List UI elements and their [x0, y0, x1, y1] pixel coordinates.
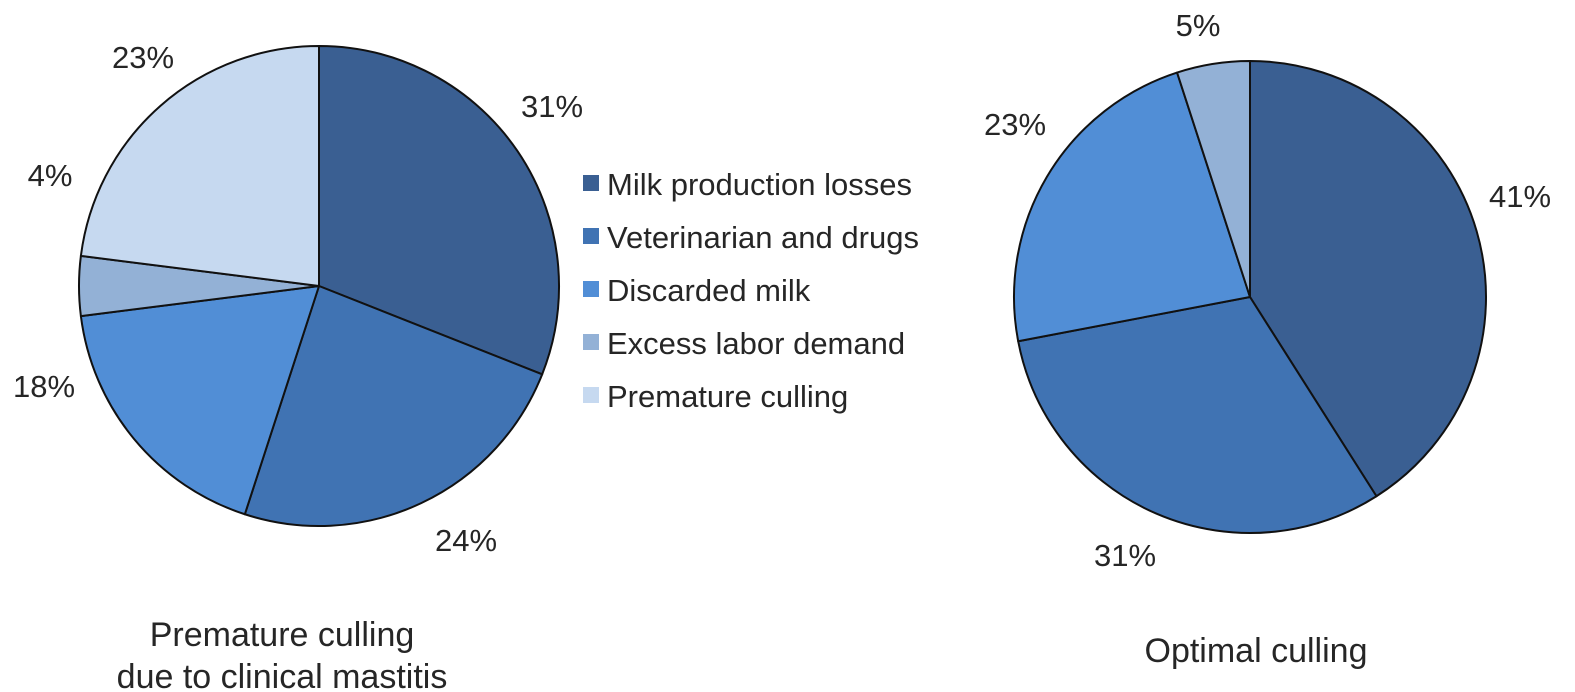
legend: Milk production losses Veterinarian and d…	[583, 167, 919, 414]
legend-swatch-excess-labor-demand	[583, 334, 599, 350]
slice-value-label: 4%	[28, 158, 73, 193]
chart-title-line: due to clinical mastitis	[117, 658, 448, 692]
legend-swatch-veterinarian-and-drugs	[583, 228, 599, 244]
legend-label-discarded-milk: Discarded milk	[607, 273, 811, 308]
slice-value-label: 31%	[1094, 538, 1156, 573]
slice-value-label: 18%	[13, 369, 75, 404]
legend-label-premature-culling: Premature culling	[607, 379, 848, 414]
chart-titles: Premature culling due to clinical mastiti…	[117, 616, 1368, 692]
pie-slice-discarded-milk	[79, 285, 320, 516]
pie-slice-veterinarian-and-drugs	[243, 285, 544, 527]
pie-chart-premature-culling: 31% 24% 18% 4% 23%	[13, 40, 583, 558]
legend-swatch-discarded-milk	[583, 281, 599, 297]
pie-slice-premature-culling	[79, 45, 320, 287]
legend-label-veterinarian-and-drugs: Veterinarian and drugs	[607, 220, 919, 255]
pie-chart-optimal-culling: 41% 31% 23% 5%	[984, 8, 1551, 573]
legend-label-milk-production-losses: Milk production losses	[607, 167, 912, 202]
slice-value-label: 23%	[984, 107, 1046, 142]
chart-title-line: Premature culling	[150, 616, 415, 654]
legend-label-excess-labor-demand: Excess labor demand	[607, 326, 905, 361]
pie-slice-excess-labor-demand	[1176, 60, 1251, 298]
slice-value-label: 5%	[1176, 8, 1221, 43]
legend-swatch-premature-culling	[583, 387, 599, 403]
slice-value-label: 31%	[521, 89, 583, 124]
slice-value-label: 24%	[435, 523, 497, 558]
legend-swatch-milk-production-losses	[583, 175, 599, 191]
pie-slice-veterinarian-and-drugs	[1017, 296, 1378, 534]
chart-title-line: Optimal culling	[1145, 632, 1368, 670]
slice-value-label: 41%	[1489, 179, 1551, 214]
pie-slice-milk-production-losses	[318, 45, 560, 376]
pie-slice-discarded-milk	[1013, 71, 1251, 343]
slice-value-label: 23%	[112, 40, 174, 75]
pie-slice-milk-production-losses	[1249, 60, 1487, 498]
